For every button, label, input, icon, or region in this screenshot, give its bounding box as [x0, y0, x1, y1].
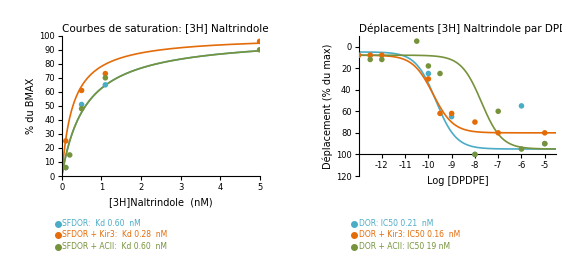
Point: [255, 48, 264, 52]
Point: [470, 152, 479, 157]
Point: [517, 104, 526, 108]
Point: [354, 53, 363, 57]
Point: [540, 141, 549, 146]
Legend: SFDOR:  Kd 0.60  nM, SFDOR + Kir3:  Kd 0.28  nM, SFDOR + ACII:  Kd 0.60  nM: SFDOR: Kd 0.60 nM, SFDOR + Kir3: Kd 0.28…: [56, 219, 167, 251]
Point: [101, 82, 110, 87]
X-axis label: [3H]Naltrindole  (nM): [3H]Naltrindole (nM): [109, 197, 212, 208]
Legend: DOR: IC50 0.21  nM, DOR + Kir3: IC50 0.16  nM, DOR + ACII: IC50 19 nM: DOR: IC50 0.21 nM, DOR + Kir3: IC50 0.16…: [352, 219, 460, 251]
Y-axis label: Déplacement (% du max): Déplacement (% du max): [323, 43, 333, 169]
Point: [61, 165, 70, 170]
Point: [540, 131, 549, 135]
Point: [77, 102, 86, 107]
Point: [366, 53, 375, 57]
Point: [424, 64, 433, 68]
Y-axis label: % du BMAX: % du BMAX: [26, 78, 37, 134]
Point: [424, 71, 433, 76]
Point: [377, 53, 386, 57]
Point: [354, 53, 363, 57]
Point: [366, 57, 375, 62]
Point: [413, 39, 422, 43]
Point: [61, 139, 70, 143]
Point: [101, 76, 110, 80]
Point: [61, 165, 70, 170]
Point: [377, 57, 386, 62]
Point: [447, 114, 456, 119]
Point: [436, 71, 445, 76]
Point: [493, 131, 502, 135]
Point: [540, 141, 549, 146]
Point: [101, 72, 110, 76]
Point: [493, 109, 502, 114]
Point: [366, 53, 375, 57]
Point: [470, 152, 479, 157]
Text: Courbes de saturation: [3H] Naltrindole: Courbes de saturation: [3H] Naltrindole: [62, 24, 269, 34]
Point: [517, 147, 526, 151]
Point: [65, 153, 74, 157]
Point: [436, 111, 445, 116]
Point: [424, 77, 433, 81]
Text: Déplacements [3H] Naltrindole par DPDPE: Déplacements [3H] Naltrindole par DPDPE: [359, 23, 562, 34]
Point: [77, 106, 86, 111]
Point: [255, 39, 264, 43]
Point: [470, 120, 479, 124]
Point: [77, 88, 86, 93]
Point: [447, 111, 456, 116]
X-axis label: Log [DPDPE]: Log [DPDPE]: [427, 176, 488, 186]
